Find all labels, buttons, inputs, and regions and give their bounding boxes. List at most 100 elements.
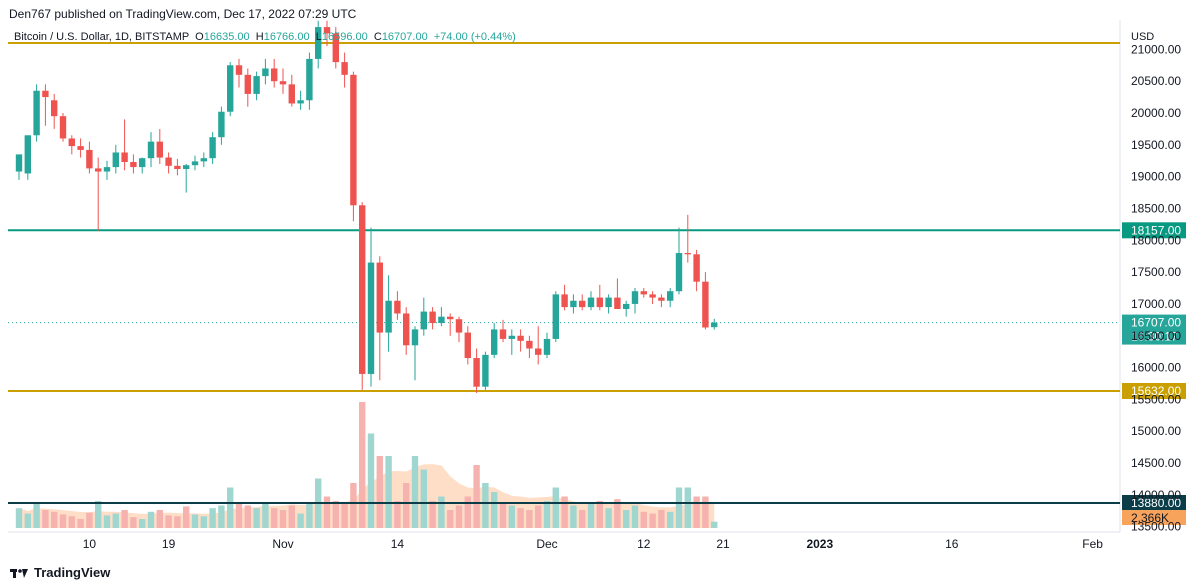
volume-bar [649,513,656,528]
last-price-label: 16707.00 [1131,316,1181,330]
price-tick-label: 21000.00 [1131,42,1181,56]
candle-body [200,158,207,162]
volume-bar [262,502,269,528]
volume-marker-bg [1122,510,1186,525]
volume-bar [473,465,480,528]
candle-body [535,348,542,355]
candle-body [218,111,225,138]
volume-bar [341,502,348,528]
volume-bar [394,501,401,528]
candle-body [51,100,58,117]
candle-body [139,158,146,168]
candle-body [438,316,445,324]
chart-grid [8,20,1121,533]
candle-body [631,291,639,304]
candle-body [517,335,524,341]
candle-body [165,157,172,166]
volume-bar [447,510,454,528]
ohlc-legend: Bitcoin / U.S. Dollar, 1D, BITSTAMP O166… [14,31,516,43]
volume-bar [279,510,287,528]
candle-body [420,311,427,330]
price-tick-label: 17500.00 [1131,265,1181,279]
horizontal-levels: 18157.00 15632.00 13880.00 16707.0016:30:17… [8,42,1186,525]
volume-bar [42,510,49,528]
candle-body [68,138,75,147]
price-tick-label: 14000.00 [1131,488,1181,502]
volume-bar [323,496,331,528]
candle-body [614,297,621,310]
volume-bar [33,502,40,528]
candle-body [499,329,507,339]
candle-body [411,329,419,346]
price-axis: 21000.00 20500.00 20000.00 19500.00 19000.00… [1122,27,1186,534]
volume-bar [667,511,674,528]
volume-marker-label: 2.366K [1131,511,1169,525]
volume-bar [350,483,357,528]
volume-bar [183,506,190,528]
price-tick-label: 15000.00 [1131,424,1181,438]
currency-label: USD [1131,31,1154,43]
volume-bar [561,496,568,528]
candle-body [183,165,190,170]
open-label: O [195,31,204,43]
volume-bar [702,496,709,528]
candle-body [473,358,480,387]
volume-bar [517,508,524,528]
candle-body [693,254,700,282]
candle-body [658,297,665,301]
candle-body [77,146,84,150]
level-label-bg [1122,222,1186,239]
candle-body [482,354,489,387]
low-label: L [315,31,322,43]
candle-body [570,300,577,308]
symbol-name: Bitcoin / U.S. Dollar, 1D, BITSTAMP [14,31,190,43]
volume-bar [103,515,111,528]
level-label: 18157.00 [1131,223,1181,237]
volume-bar [403,483,410,528]
volume-bar [235,502,243,528]
candle-body [447,316,454,320]
price-tick-label: 18000.00 [1131,233,1181,247]
price-tick-label: 18500.00 [1131,201,1181,215]
volume-bar [631,505,639,528]
candle-body [429,311,436,324]
close-label: C [373,31,382,43]
level-label: 15632.00 [1131,384,1181,398]
volume-bar [147,511,155,528]
time-tick-label: 2023 [806,537,833,551]
volume-bar [482,483,489,528]
candle-body [323,27,331,34]
publish-info: Den767 published on TradingView.com, Dec… [9,7,357,21]
volume-bar [508,505,515,528]
tradingview-brand: TradingView [34,565,111,580]
open-value: 16635.00 [203,31,250,43]
candle-body [24,135,31,174]
change-value: +74.00 (+0.44%) [433,31,516,43]
time-tick-label: 21 [716,537,730,551]
volume-bar [570,505,577,528]
candle-body [605,297,612,308]
time-tick-label: 16 [945,537,959,551]
time-tick-label: Dec [536,537,557,551]
volume-bar [218,505,225,528]
time-axis: 10 19 Nov 14 Dec 12 21 2023 16 Feb [83,537,1104,551]
candle-body [543,338,551,355]
volume-bar [438,496,445,528]
price-tick-label: 17000.00 [1131,297,1181,311]
volume-bar [209,508,216,528]
candle-body [59,116,67,139]
volume-bar [51,511,58,528]
candle-body [579,300,586,308]
candle-body [684,253,691,255]
volume-bar [68,516,75,528]
candle-body [403,313,410,346]
volume-bar [306,502,313,528]
candle-body [191,161,199,166]
candle-body [649,294,656,298]
close-value: 16707.00 [381,31,428,43]
volume-bar [376,456,383,528]
candle-body [596,297,603,308]
time-tick-label: 12 [637,537,651,551]
price-tick-label: 13500.00 [1131,520,1181,534]
